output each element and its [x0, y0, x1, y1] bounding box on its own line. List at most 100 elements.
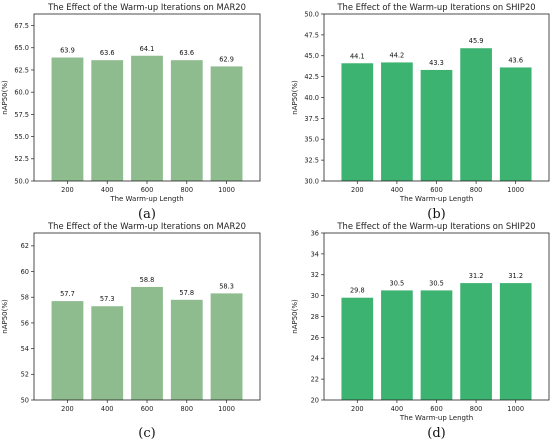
- y-tick-label: 37.5: [304, 115, 319, 123]
- x-tick-label: 600: [430, 186, 443, 194]
- y-axis-label: nAP50(%): [1, 80, 9, 115]
- chart-d: The Effect of the Warm-up Iterations on …: [291, 221, 550, 441]
- bar-1000: [210, 293, 243, 400]
- data-label: 43.3: [429, 59, 444, 67]
- y-tick-label: 28: [311, 313, 319, 321]
- y-axis-label: nAP50(%): [1, 299, 9, 334]
- data-label: 58.3: [219, 282, 234, 290]
- x-tick-label: 800: [470, 186, 483, 194]
- bar-800: [170, 299, 203, 400]
- x-tick-label: 400: [391, 405, 404, 413]
- x-tick-label: 800: [180, 186, 193, 194]
- bar-400: [91, 306, 124, 400]
- x-tick-label: 1000: [218, 405, 235, 413]
- y-tick-label: 52: [21, 371, 29, 379]
- x-tick-label: 1000: [218, 186, 235, 194]
- y-tick-label: 45.0: [304, 52, 319, 60]
- y-tick-label: 32: [311, 271, 319, 279]
- bar-200: [341, 297, 374, 400]
- chart-a: The Effect of the Warm-up Iterations on …: [1, 2, 261, 222]
- data-label: 29.8: [350, 287, 365, 295]
- panel-caption: (a): [138, 207, 156, 222]
- x-tick-label: 400: [391, 186, 404, 194]
- panel-caption: (b): [427, 207, 445, 222]
- y-tick-label: 24: [311, 355, 319, 363]
- x-axis-label: The Warm-up Length: [399, 414, 473, 422]
- y-tick-label: 36: [311, 229, 319, 237]
- data-label: 44.2: [390, 51, 405, 59]
- chart-title: The Effect of the Warm-up Iterations on …: [47, 2, 246, 12]
- y-tick-label: 56: [21, 319, 29, 327]
- y-tick-label: 22: [311, 376, 319, 384]
- bar-600: [420, 69, 453, 181]
- data-label: 57.7: [60, 290, 75, 298]
- chart-title: The Effect of the Warm-up Iterations on …: [336, 221, 535, 231]
- data-label: 31.2: [508, 272, 523, 280]
- x-tick-label: 800: [180, 405, 193, 413]
- y-tick-label: 60.0: [14, 89, 29, 97]
- axes-frame: [323, 13, 550, 182]
- data-label: 45.9: [469, 37, 484, 45]
- y-tick-label: 62.5: [14, 66, 29, 74]
- x-tick-label: 800: [470, 405, 483, 413]
- y-tick-label: 32.5: [304, 157, 319, 165]
- x-tick-label: 600: [141, 405, 154, 413]
- data-label: 62.9: [219, 55, 234, 63]
- bar-200: [341, 63, 374, 181]
- bar-400: [381, 290, 413, 400]
- chart-title: The Effect of the Warm-up Iterations on …: [47, 221, 246, 231]
- data-label: 31.2: [469, 272, 484, 280]
- bar-400: [91, 60, 124, 181]
- y-tick-label: 40.0: [304, 94, 319, 102]
- data-label: 57.3: [100, 295, 115, 303]
- y-tick-label: 67.5: [14, 22, 29, 30]
- y-tick-label: 50.0: [304, 10, 319, 18]
- y-axis-label: nAP50(%): [291, 299, 299, 334]
- x-tick-label: 200: [61, 186, 74, 194]
- y-axis-label: nAP50(%): [291, 80, 299, 115]
- x-tick-label: 1000: [507, 186, 524, 194]
- bar-1000: [499, 67, 532, 181]
- y-tick-label: 57.5: [14, 111, 29, 119]
- bar-600: [131, 55, 163, 181]
- x-tick-label: 200: [351, 186, 364, 194]
- axes-frame: [33, 13, 261, 182]
- bar-1000: [499, 283, 532, 400]
- data-label: 57.8: [179, 289, 194, 297]
- bar-1000: [210, 66, 243, 181]
- bar-800: [460, 283, 492, 400]
- x-axis-label: The Warm-up Length: [399, 195, 473, 203]
- x-axis-label: The Warm-up Length: [109, 195, 183, 203]
- y-tick-label: 26: [311, 334, 319, 342]
- data-label: 44.1: [350, 52, 365, 60]
- data-label: 64.1: [140, 45, 155, 53]
- x-tick-label: 400: [101, 186, 114, 194]
- bar-800: [460, 48, 492, 181]
- bar-200: [51, 301, 84, 400]
- y-tick-label: 35.0: [304, 136, 319, 144]
- x-tick-label: 200: [351, 405, 364, 413]
- y-tick-label: 47.5: [304, 31, 319, 39]
- y-tick-label: 50: [21, 396, 29, 404]
- data-label: 63.9: [60, 47, 75, 55]
- bar-600: [420, 290, 453, 400]
- y-tick-label: 52.5: [14, 155, 29, 163]
- panel-caption: (c): [138, 426, 155, 441]
- y-tick-label: 62: [21, 242, 29, 250]
- y-tick-label: 42.5: [304, 73, 319, 81]
- data-label: 43.6: [508, 56, 523, 64]
- y-tick-label: 34: [311, 250, 319, 258]
- y-tick-label: 50.0: [14, 177, 29, 185]
- panel-caption: (d): [427, 426, 445, 441]
- bar-800: [170, 60, 203, 181]
- x-tick-label: 600: [430, 405, 443, 413]
- data-label: 58.8: [140, 276, 155, 284]
- bar-600: [131, 286, 163, 400]
- y-tick-label: 30: [311, 292, 319, 300]
- data-label: 63.6: [100, 49, 115, 57]
- axes-frame: [323, 232, 550, 401]
- y-tick-label: 58: [21, 294, 29, 302]
- x-tick-label: 600: [141, 186, 154, 194]
- data-label: 30.5: [390, 279, 405, 287]
